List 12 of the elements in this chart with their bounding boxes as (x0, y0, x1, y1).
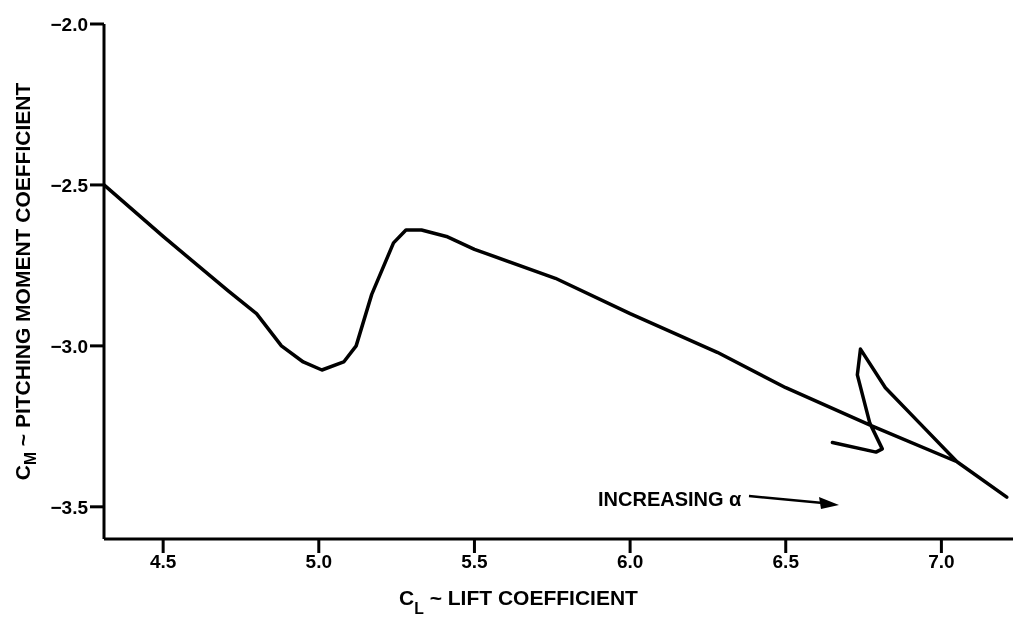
y-tick-label: −2.0 (50, 13, 88, 35)
x-tick-label: 5.0 (305, 551, 333, 573)
y-tick-label: −3.0 (50, 335, 88, 357)
x-tick-label: 4.5 (149, 551, 177, 573)
x-tick-label: 5.5 (461, 551, 489, 573)
y-tick-label: −3.5 (50, 496, 89, 518)
x-tick-label: 6.5 (772, 551, 800, 573)
x-tick-label: 6.0 (616, 551, 644, 573)
x-axis-title: C$_{L}$ ~ LIFT COEFFICIENT (399, 586, 639, 617)
annotation: INCREASING α (598, 488, 742, 511)
y-tick-label: −2.5 (50, 174, 89, 196)
x-tick-label: 7.0 (928, 551, 955, 573)
